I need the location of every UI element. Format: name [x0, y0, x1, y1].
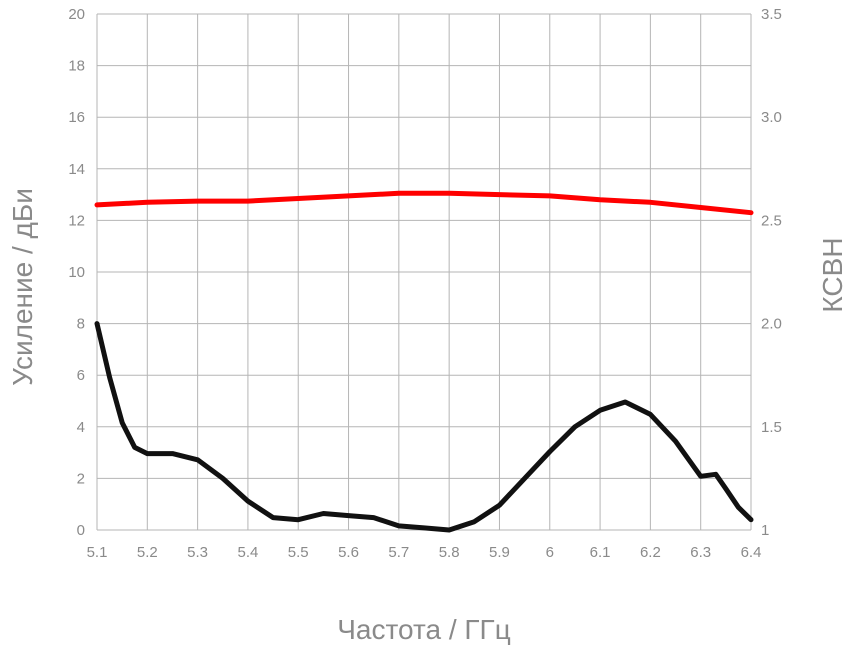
y-right-tick-labels: 1 1.5 2.0 2.5 3.0 3.5 — [761, 6, 782, 539]
y-left-tick-labels: 0 2 4 6 8 10 12 14 16 18 20 — [68, 6, 85, 539]
x-tick-label: 6.1 — [590, 544, 611, 561]
x-tick-label: 6.3 — [690, 544, 711, 561]
x-tick-label: 5.9 — [489, 544, 510, 561]
x-tick-label: 5.7 — [388, 544, 409, 561]
x-tick-label: 5.3 — [187, 544, 208, 561]
x-tick-labels: 5.1 5.2 5.3 5.4 5.5 5.6 5.7 5.8 5.9 6 6.1 6.2 6.3 6.4 — [87, 544, 762, 561]
x-tick-label: 5.6 — [338, 544, 359, 561]
y-left-tick-label: 18 — [68, 58, 85, 75]
gain-series-line — [94, 190, 754, 216]
x-tick-label: 5.5 — [288, 544, 309, 561]
y-left-tick-label: 0 — [77, 522, 85, 539]
y-right-tick-label: 2.0 — [761, 316, 782, 333]
y-left-tick-label: 14 — [68, 161, 85, 178]
y-left-tick-label: 12 — [68, 212, 85, 229]
series-group — [94, 190, 754, 533]
y-left-tick-label: 8 — [77, 316, 85, 333]
y-left-axis-title: Усиление / дБи — [7, 188, 38, 386]
x-tick-label: 6.4 — [741, 544, 762, 561]
x-tick-label: 6.2 — [640, 544, 661, 561]
y-left-tick-label: 6 — [77, 367, 85, 384]
x-axis-title: Частота / ГГц — [337, 614, 510, 645]
y-right-tick-label: 2.5 — [761, 212, 782, 229]
y-left-tick-label: 20 — [68, 6, 85, 23]
vswr-series-line — [94, 321, 754, 533]
x-tick-label: 5.1 — [87, 544, 108, 561]
x-tick-label: 5.2 — [137, 544, 158, 561]
y-right-tick-label: 3.0 — [761, 109, 782, 126]
grid — [96, 13, 752, 531]
x-tick-label: 5.8 — [439, 544, 460, 561]
y-right-axis-title: КСВН — [817, 237, 847, 312]
y-right-tick-label: 3.5 — [761, 6, 782, 23]
y-left-tick-label: 16 — [68, 109, 85, 126]
x-tick-label: 6 — [546, 544, 554, 561]
y-left-tick-label: 2 — [77, 470, 85, 487]
y-right-tick-label: 1.5 — [761, 419, 782, 436]
x-tick-label: 5.4 — [237, 544, 258, 561]
y-right-tick-label: 1 — [761, 522, 769, 539]
y-left-tick-label: 10 — [68, 264, 85, 281]
y-left-tick-label: 4 — [77, 419, 85, 436]
